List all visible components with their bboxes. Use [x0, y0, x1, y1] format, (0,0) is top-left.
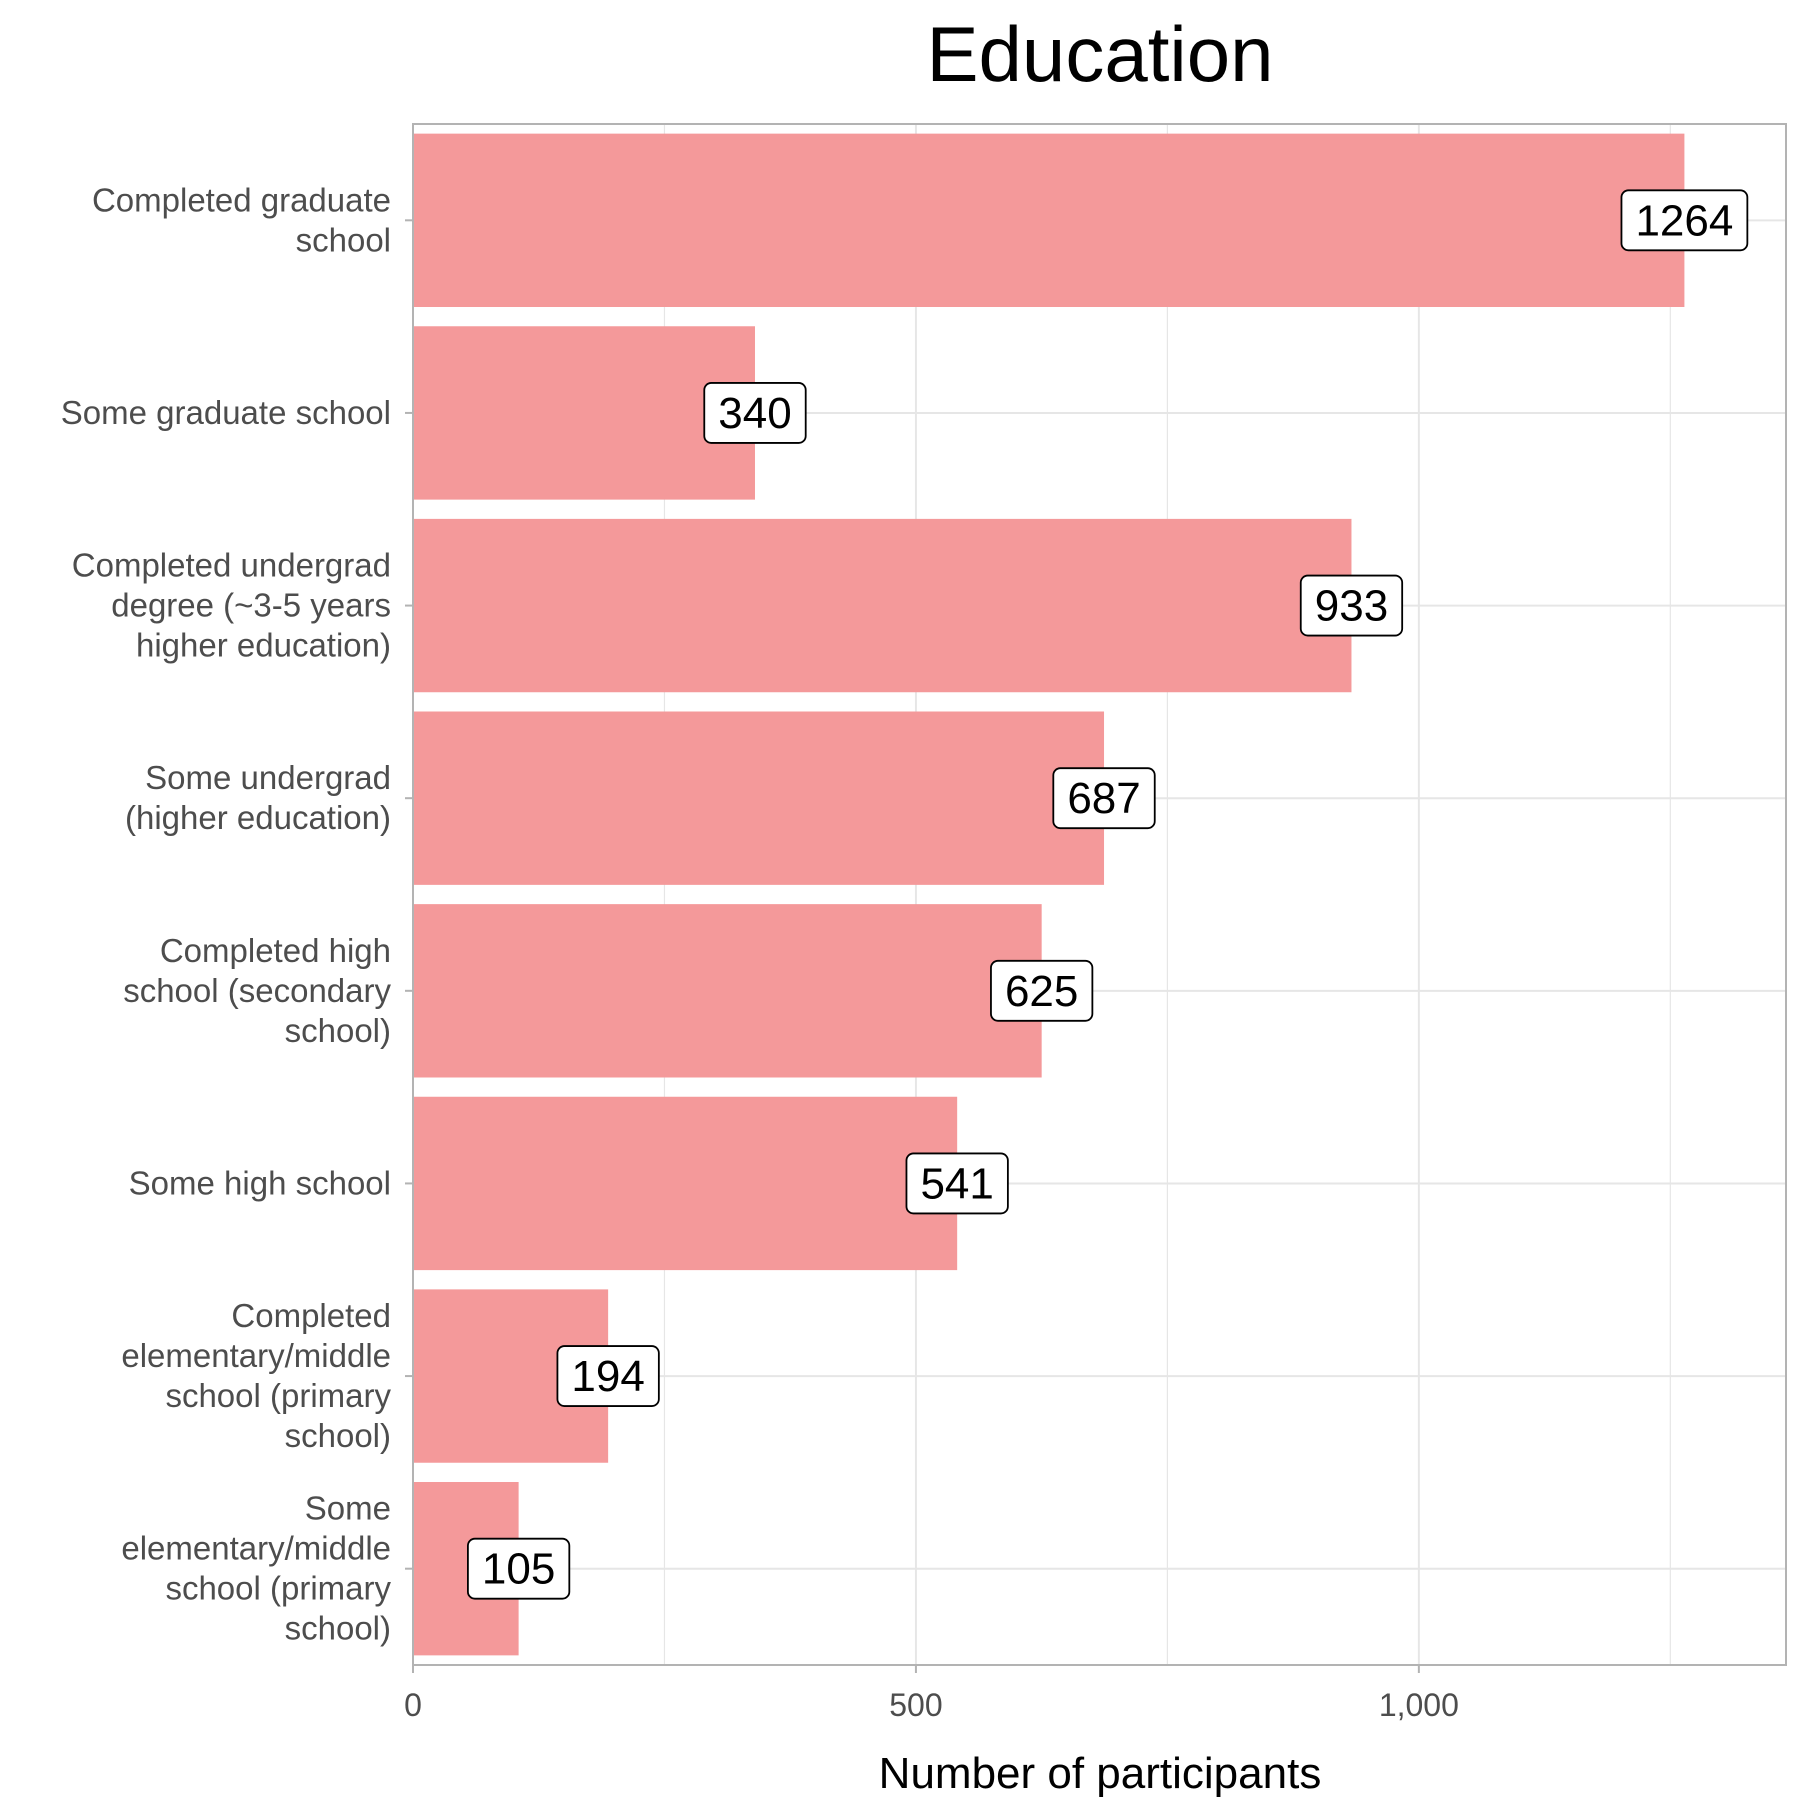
y-tick-label-line: Some high school [129, 1164, 391, 1201]
x-tick-label: 500 [889, 1687, 942, 1723]
y-tick-label-line: Completed [231, 1297, 391, 1334]
value-label: 1264 [1620, 189, 1749, 252]
y-tick-label-line: (higher education) [125, 799, 391, 836]
value-label-text: 933 [1315, 582, 1388, 631]
y-tick-label-line: Some [305, 1490, 391, 1527]
y-tick-label-line: school (primary [165, 1377, 391, 1414]
bars [413, 133, 1685, 1656]
value-label: 933 [1299, 574, 1404, 637]
y-axis-labels: Completed graduate school Some graduate sc… [61, 181, 392, 1646]
y-tick-label-line: school (primary [165, 1570, 391, 1607]
y-tick-label-line: school (secondary [123, 972, 391, 1009]
y-tick-label-line: school [296, 221, 391, 258]
value-label: 625 [990, 959, 1094, 1022]
value-label-box [1299, 574, 1404, 637]
y-tick-label-line: school) [285, 1417, 391, 1454]
value-label: 687 [1052, 767, 1156, 830]
value-label: 340 [703, 382, 807, 444]
value-label-box [467, 1537, 571, 1600]
y-tick-label-line: degree (~3-5 years [111, 587, 391, 624]
y-tick-label: Completed undergrad degree (~3-5 years hig… [72, 547, 391, 664]
y-tick-label: Some graduate school [61, 394, 391, 431]
bar [413, 1096, 958, 1271]
value-label-text: 105 [482, 1545, 555, 1594]
y-tick-label-line: Some graduate school [61, 394, 391, 431]
value-label-box [556, 1345, 660, 1407]
value-labels: 1264 340 933 687 625 541 194 105 [467, 189, 1749, 1600]
y-tick-label-line: Completed graduate [92, 181, 391, 218]
bar [413, 711, 1105, 885]
value-label-text: 1264 [1635, 196, 1733, 245]
value-label-box [1620, 189, 1749, 252]
bar [413, 904, 1042, 1078]
x-axis-title: Number of participants [879, 1749, 1322, 1798]
value-label-box [905, 1152, 1009, 1215]
y-tick-label-line: elementary/middle [121, 1337, 391, 1374]
chart-title: Education [927, 10, 1274, 98]
y-tick-label-line: higher education) [136, 627, 391, 664]
value-label: 541 [905, 1152, 1009, 1215]
y-tick-label-line: school) [285, 1012, 391, 1049]
y-tick-label: Some undergrad (higher education) [125, 759, 391, 836]
y-tick-label: Some elementary/middle school (primary scho… [121, 1490, 391, 1647]
bar [413, 326, 755, 500]
value-label-text: 625 [1005, 967, 1078, 1016]
y-tick-label: Completed elementary/middle school (primar… [121, 1297, 391, 1454]
y-tick-label-line: Some undergrad [145, 759, 391, 796]
value-label-box [703, 382, 807, 444]
x-tick-label: 1,000 [1379, 1687, 1459, 1723]
value-label-text: 194 [571, 1352, 644, 1401]
value-label-box [990, 959, 1094, 1022]
value-label: 105 [467, 1537, 571, 1600]
value-label-text: 541 [920, 1159, 993, 1208]
y-tick-label: Completed high school (secondary school) [123, 932, 391, 1049]
y-tick-label-line: school) [285, 1610, 391, 1647]
x-axis-labels: 0 500 1,000 [404, 1687, 1459, 1723]
value-label-text: 687 [1067, 774, 1140, 823]
y-tick-label-line: Completed high [160, 932, 391, 969]
panel-border [412, 123, 1787, 1666]
axis-ticks [405, 219, 1420, 1673]
y-tick-label-line: Completed undergrad [72, 547, 391, 584]
x-tick-label: 0 [404, 1687, 422, 1723]
bar [413, 518, 1352, 693]
y-tick-label: Some high school [129, 1164, 391, 1201]
value-label-text: 340 [718, 389, 791, 438]
y-tick-label-line: elementary/middle [121, 1530, 391, 1567]
bar [413, 133, 1685, 307]
y-tick-label: Completed graduate school [92, 181, 391, 258]
value-label-box [1052, 767, 1156, 830]
value-label: 194 [556, 1345, 660, 1407]
